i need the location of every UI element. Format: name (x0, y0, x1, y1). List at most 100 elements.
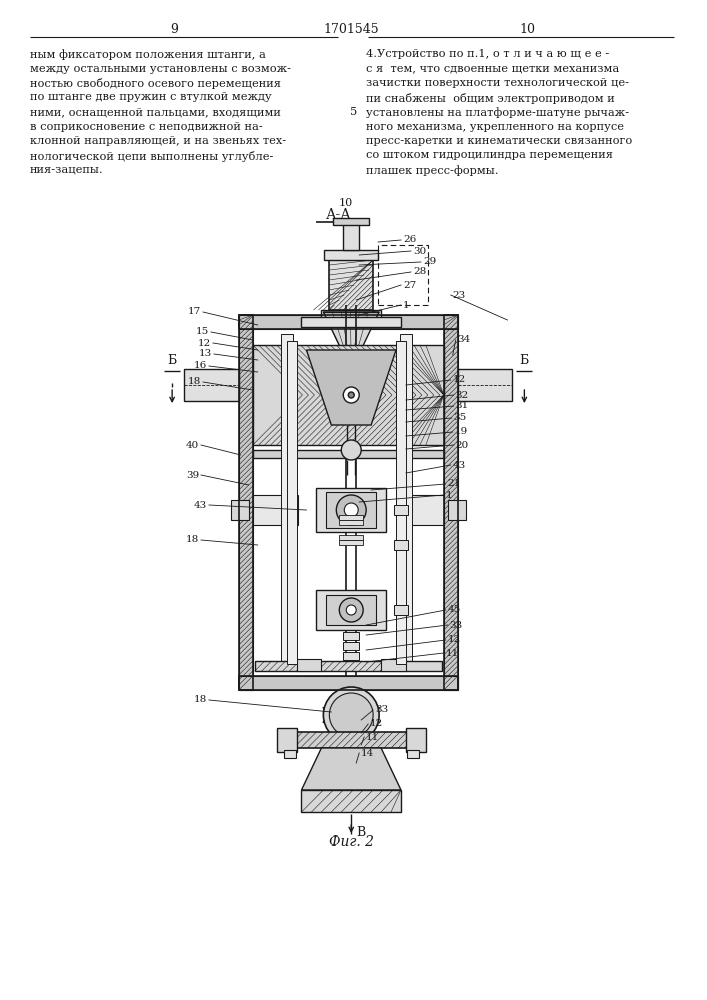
Bar (239, 315, 457, 329)
Bar (457, 369, 513, 401)
Text: 26: 26 (403, 235, 416, 244)
Text: 35: 35 (454, 414, 467, 422)
Text: ними, оснащенной пальцами, входящими: ними, оснащенной пальцами, входящими (30, 107, 281, 117)
Text: 12: 12 (448, 636, 461, 645)
Bar (284, 750, 296, 758)
Text: 12: 12 (198, 338, 211, 348)
Text: 21: 21 (448, 480, 461, 488)
Text: 20: 20 (456, 440, 469, 450)
Bar (184, 369, 239, 401)
Bar (296, 659, 322, 671)
Bar (327, 492, 376, 528)
Bar (399, 495, 444, 525)
Circle shape (349, 392, 354, 398)
Bar (396, 341, 406, 664)
Bar (276, 728, 296, 752)
Bar (252, 495, 298, 525)
Text: 33: 33 (450, 620, 463, 630)
Text: клонной направляющей, и на звеньях тех-: клонной направляющей, и на звеньях тех- (30, 136, 286, 146)
Bar (317, 590, 386, 630)
Polygon shape (301, 748, 401, 790)
Text: установлены на платформе-шатуне рычаж-: установлены на платформе-шатуне рычаж- (366, 107, 629, 118)
Text: 43: 43 (452, 460, 466, 470)
Bar (239, 676, 457, 690)
Bar (325, 250, 378, 260)
Text: 1701545: 1701545 (323, 23, 379, 36)
Bar (381, 659, 406, 671)
Text: 10: 10 (338, 198, 352, 208)
Text: 13: 13 (199, 350, 212, 359)
Text: 40: 40 (186, 440, 199, 450)
Text: с я  тем, что сдвоенные щетки механизма: с я тем, что сдвоенные щетки механизма (366, 64, 619, 74)
Text: 17: 17 (188, 308, 201, 316)
Bar (231, 500, 249, 520)
Text: ного механизма, укрепленного на корпусе: ного механизма, укрепленного на корпусе (366, 121, 624, 131)
Text: 16: 16 (194, 361, 207, 370)
Text: 39: 39 (186, 471, 199, 480)
Bar (317, 488, 386, 532)
Circle shape (323, 687, 379, 743)
Bar (339, 535, 363, 540)
Text: зачистки поверхности технологической це-: зачистки поверхности технологической це- (366, 78, 629, 88)
Text: 28: 28 (413, 267, 426, 276)
Bar (252, 450, 444, 458)
Bar (255, 661, 442, 671)
Bar (400, 334, 412, 671)
Text: 43: 43 (194, 500, 207, 510)
Text: со штоком гидроцилиндра перемещения: со штоком гидроцилиндра перемещения (366, 150, 613, 160)
Bar (333, 218, 369, 225)
Text: 31: 31 (456, 401, 469, 410)
Bar (301, 790, 401, 812)
Text: А-А: А-А (325, 208, 351, 222)
Text: 5: 5 (349, 107, 357, 117)
Bar (301, 317, 401, 327)
Bar (406, 728, 426, 752)
Circle shape (346, 605, 356, 615)
Text: пресс-каретки и кинематически связанного: пресс-каретки и кинематически связанного (366, 136, 633, 146)
Bar (344, 222, 359, 250)
Circle shape (339, 598, 363, 622)
Text: 12: 12 (452, 375, 466, 384)
Text: 27: 27 (403, 280, 416, 290)
Text: плашек пресс-формы.: плашек пресс-формы. (366, 165, 498, 176)
Bar (444, 315, 457, 690)
Text: 11: 11 (366, 732, 380, 742)
Text: 18: 18 (194, 696, 207, 704)
Text: нологической цепи выполнены углубле-: нологической цепи выполнены углубле- (30, 150, 273, 161)
Circle shape (341, 440, 361, 460)
Circle shape (344, 503, 358, 517)
Text: В: В (356, 826, 366, 838)
Bar (252, 345, 444, 445)
Text: 34: 34 (457, 336, 471, 344)
Text: 15: 15 (196, 328, 209, 336)
Text: ния-зацепы.: ния-зацепы. (30, 165, 103, 175)
Text: 19: 19 (455, 428, 468, 436)
Text: Б: Б (168, 354, 177, 367)
Bar (286, 732, 416, 748)
Text: Б: Б (520, 354, 529, 367)
Text: 9: 9 (170, 23, 178, 36)
Bar (281, 334, 293, 671)
Bar (239, 315, 457, 329)
Bar (394, 540, 408, 550)
Bar (339, 520, 363, 525)
Bar (344, 642, 359, 650)
Bar (327, 595, 376, 625)
Text: 29: 29 (423, 257, 436, 266)
Text: 18: 18 (186, 536, 199, 544)
Bar (394, 505, 408, 515)
Bar (394, 605, 408, 615)
Text: 32: 32 (456, 390, 469, 399)
Bar (329, 260, 373, 310)
Text: по штанге две пружин с втулкой между: по штанге две пружин с втулкой между (30, 93, 271, 103)
Bar (239, 676, 457, 690)
Bar (322, 310, 381, 318)
Bar (407, 750, 419, 758)
Polygon shape (323, 312, 379, 360)
Text: Фиг. 2: Фиг. 2 (329, 835, 374, 849)
Circle shape (344, 387, 359, 403)
Bar (239, 315, 252, 690)
Text: 18: 18 (188, 377, 201, 386)
Text: 10: 10 (520, 23, 535, 36)
Bar (339, 540, 363, 545)
